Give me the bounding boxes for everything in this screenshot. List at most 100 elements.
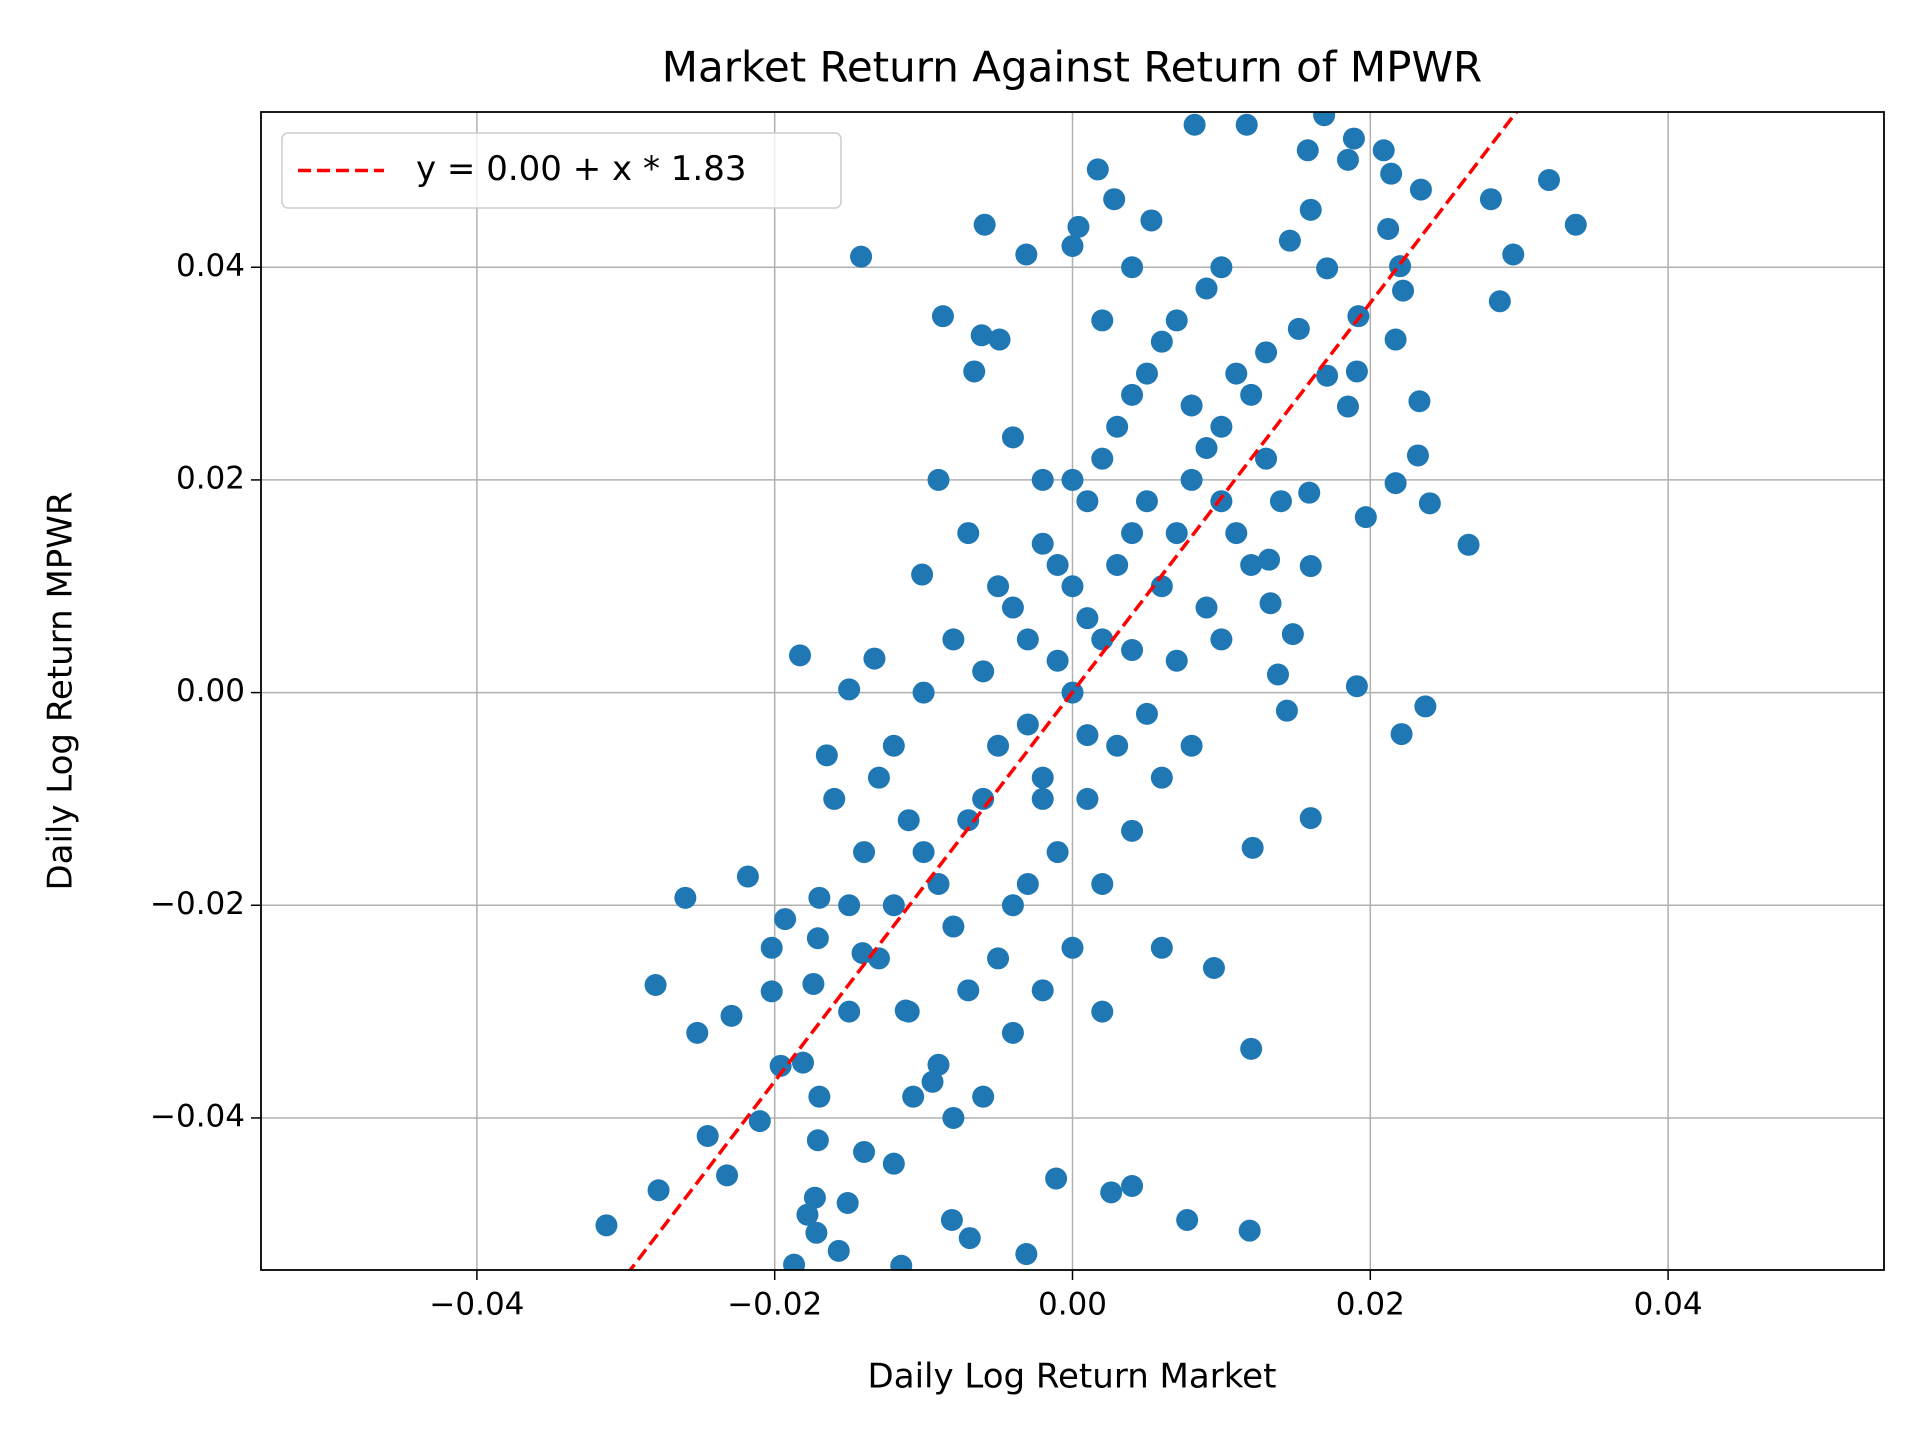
point (1316, 257, 1339, 280)
point (1045, 1167, 1068, 1190)
point (1016, 873, 1039, 895)
point (970, 324, 993, 347)
point (1121, 522, 1144, 545)
point (802, 972, 825, 995)
point (972, 660, 995, 683)
point (1354, 506, 1377, 529)
point (1180, 468, 1203, 491)
plot-area (595, 112, 1587, 1270)
point (1015, 1243, 1038, 1266)
point (1031, 766, 1054, 789)
point (1210, 256, 1233, 279)
point (927, 468, 950, 491)
point (1165, 522, 1188, 545)
point (1067, 215, 1090, 238)
point (1377, 217, 1400, 240)
point (1165, 309, 1188, 332)
point (1298, 481, 1321, 504)
point (1255, 341, 1278, 364)
point (1240, 383, 1263, 406)
point (1031, 468, 1054, 491)
point (1316, 364, 1339, 387)
point (1046, 841, 1069, 864)
point (1259, 592, 1282, 615)
point (1076, 490, 1099, 513)
point (882, 894, 905, 917)
point (1384, 328, 1407, 351)
point (912, 841, 935, 864)
point (1418, 492, 1441, 515)
point (1165, 649, 1188, 672)
point (902, 1085, 925, 1108)
x-axis-label: Daily Log Return Market (868, 1357, 1277, 1397)
point (1210, 490, 1233, 513)
point (973, 213, 996, 236)
point (890, 1254, 913, 1270)
x-tick-label: −0.04 (429, 1287, 524, 1323)
point (1076, 607, 1099, 630)
point (882, 734, 905, 757)
point (806, 927, 829, 950)
point (1406, 444, 1429, 467)
point (1281, 623, 1304, 646)
point (1345, 360, 1368, 383)
point (1372, 139, 1395, 162)
point (803, 1186, 826, 1209)
point (769, 1054, 792, 1077)
point (1210, 415, 1233, 438)
point (1392, 279, 1415, 302)
point (940, 1209, 963, 1232)
y-tick-label: −0.04 (150, 1098, 245, 1134)
point (1046, 553, 1069, 576)
point (1150, 575, 1173, 598)
point (1502, 243, 1525, 266)
point (1210, 628, 1233, 651)
point (838, 894, 861, 917)
point (1275, 699, 1298, 722)
point (1135, 490, 1158, 513)
point (1414, 695, 1437, 718)
point (1135, 702, 1158, 725)
point (796, 1203, 819, 1226)
point (1076, 787, 1099, 810)
point (942, 628, 965, 651)
point (808, 1085, 831, 1108)
point (748, 1110, 771, 1133)
point (696, 1125, 719, 1148)
point (789, 644, 812, 667)
point (716, 1164, 739, 1187)
point (1258, 548, 1281, 571)
point (867, 766, 890, 789)
point (1225, 522, 1248, 545)
point (1076, 724, 1099, 747)
point (1091, 628, 1114, 651)
point (1479, 188, 1502, 211)
point (897, 1000, 920, 1023)
point (1061, 936, 1084, 959)
point (927, 1053, 950, 1076)
point (987, 947, 1010, 970)
point (1103, 188, 1126, 211)
point (1016, 628, 1039, 651)
point (957, 522, 980, 545)
chart-title: Market Return Against Return of MPWR (662, 43, 1482, 92)
point (1299, 198, 1322, 221)
x-tick-label: 0.02 (1336, 1287, 1405, 1323)
point (931, 305, 954, 328)
y-tick-label: −0.02 (150, 886, 245, 922)
point (1296, 139, 1319, 162)
point (686, 1021, 709, 1044)
point (1195, 437, 1218, 460)
point (912, 681, 935, 704)
point (1106, 553, 1129, 576)
point (1001, 426, 1024, 449)
point (1091, 447, 1114, 470)
point (957, 809, 980, 832)
point (823, 787, 846, 810)
point (1380, 162, 1403, 185)
point (1150, 766, 1173, 789)
point (897, 809, 920, 832)
point (1001, 1021, 1024, 1044)
x-tick-label: −0.02 (727, 1287, 822, 1323)
